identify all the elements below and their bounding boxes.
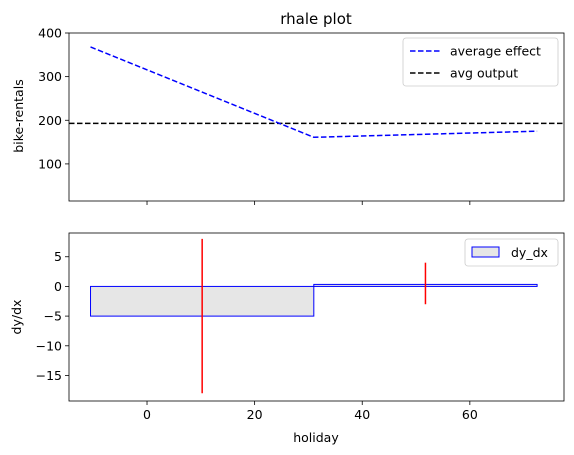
bottom-legend-box [464, 238, 559, 267]
bottom-x-tick-label: 60 [462, 407, 478, 422]
legend-avg-output-label: avg output [450, 66, 518, 81]
top-marks [69, 46, 564, 139]
top-y-tick-label: 400 [38, 26, 62, 41]
bottom-y-tick-label: 5 [54, 249, 62, 264]
legend-average-effect-label: average effect [450, 44, 541, 59]
bottom-marks [90, 238, 538, 394]
top-y-axis-label: bike-rentals [11, 79, 26, 152]
bottom-y-tick-label: −15 [36, 368, 62, 383]
legend-dy-dx-label: dy_dx [511, 245, 548, 260]
chart-title: rhale plot [280, 10, 352, 28]
top-panel: rhale plot bike-rentals 100 200 300 400 ave… [11, 10, 565, 205]
bottom-y-tick-label: −5 [44, 309, 62, 324]
bottom-y-tick-label: −10 [36, 338, 62, 353]
bottom-y-axis-label: dy/dx [9, 300, 24, 335]
top-axes: 100 200 300 400 [38, 26, 471, 205]
bottom-y-tick-label: 0 [54, 279, 62, 294]
top-y-tick-label: 200 [38, 113, 62, 128]
bottom-axes: −15 −10 −5 0 5 0 20 40 60 [36, 249, 478, 422]
top-y-tick-label: 300 [38, 69, 62, 84]
bottom-x-tick-label: 0 [143, 407, 151, 422]
top-legend-box [402, 37, 559, 87]
top-legend: average effect avg output [402, 37, 559, 87]
legend-dy-dx-swatch [471, 246, 500, 258]
average-effect-line [90, 46, 538, 139]
bottom-x-tick-label: 40 [354, 407, 370, 422]
bottom-panel: dy/dx holiday −15 −10 −5 0 5 0 20 40 60 dy_dx [9, 232, 565, 445]
bottom-x-tick-label: 20 [247, 407, 263, 422]
bottom-x-axis-label: holiday [293, 430, 339, 445]
bottom-legend: dy_dx [464, 238, 559, 267]
top-plot-frame [68, 32, 565, 202]
bottom-plot-frame [68, 232, 565, 402]
top-y-tick-label: 100 [38, 156, 62, 171]
